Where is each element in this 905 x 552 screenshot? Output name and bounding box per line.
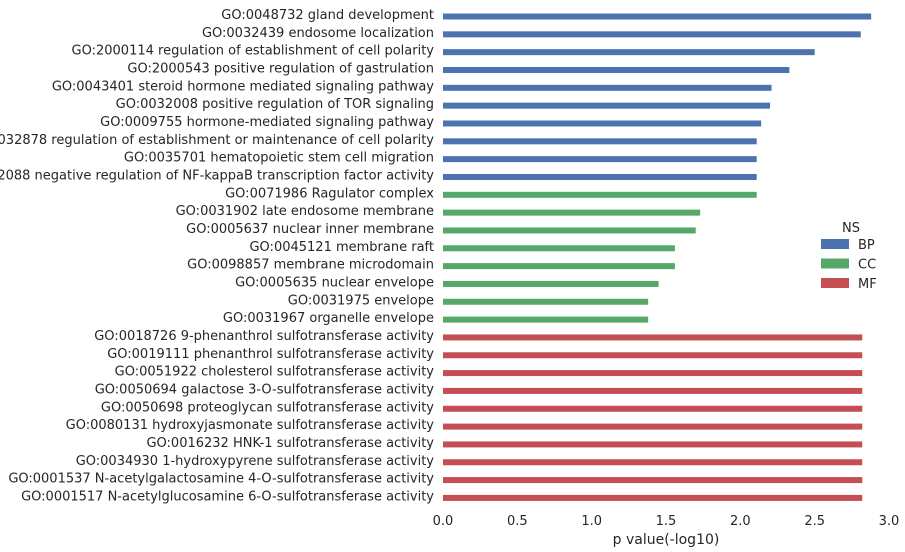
bar-go-0050694 bbox=[443, 387, 863, 394]
bar-go-0031967 bbox=[443, 316, 649, 323]
category-label: GO:0032088 negative regulation of NF-kap… bbox=[0, 168, 434, 183]
category-label: GO:0031967 organelle envelope bbox=[223, 311, 434, 326]
bar-go-0048732 bbox=[443, 13, 872, 20]
bar-go-2000114 bbox=[443, 49, 815, 56]
x-tick-label: 1.5 bbox=[656, 514, 677, 529]
category-label: GO:0048732 gland development bbox=[221, 8, 434, 23]
category-label: GO:0016232 HNK-1 sulfotransferase activi… bbox=[146, 436, 434, 451]
bars-layer bbox=[443, 13, 872, 501]
legend-title: NS bbox=[842, 221, 860, 236]
category-label: GO:2000543 positive regulation of gastru… bbox=[127, 61, 434, 76]
bar-go-0043401 bbox=[443, 84, 772, 91]
category-label: GO:0035701 hematopoietic stem cell migra… bbox=[124, 151, 434, 166]
bar-go-0045121 bbox=[443, 245, 675, 252]
category-label: GO:0018726 9-phenanthrol sulfotransferas… bbox=[94, 329, 434, 344]
x-tick-label: 0.0 bbox=[433, 514, 454, 529]
bar-go-0080131 bbox=[443, 423, 863, 430]
bar-go-0005635 bbox=[443, 280, 659, 287]
category-label: GO:0098857 membrane microdomain bbox=[187, 258, 434, 273]
category-label: GO:0043401 steroid hormone mediated sign… bbox=[52, 79, 434, 94]
category-label: GO:0034930 1-hydroxypyrene sulfotransfer… bbox=[76, 454, 435, 469]
bar-go-0032878 bbox=[443, 138, 757, 145]
x-tick-label: 2.0 bbox=[730, 514, 751, 529]
bar-go-0051922 bbox=[443, 370, 863, 377]
category-label: GO:0005635 nuclear envelope bbox=[235, 275, 434, 290]
category-label: GO:0001517 N-acetylglucosamine 6-O-sulfo… bbox=[21, 489, 434, 504]
bar-go-0019111 bbox=[443, 352, 863, 359]
category-label: GO:0071986 Ragulator complex bbox=[225, 186, 434, 201]
bar-go-0032088 bbox=[443, 173, 757, 180]
x-tick-label: 0.5 bbox=[507, 514, 528, 529]
category-label: GO:0032439 endosome localization bbox=[202, 26, 434, 41]
bar-go-0001537 bbox=[443, 477, 863, 484]
category-label: GO:0031975 envelope bbox=[288, 293, 434, 308]
x-tick-label: 3.0 bbox=[879, 514, 900, 529]
legend-swatch-bp bbox=[821, 239, 849, 249]
legend-swatch-mf bbox=[821, 278, 849, 288]
bar-go-0034930 bbox=[443, 459, 863, 466]
category-label: GO:0032008 positive regulation of TOR si… bbox=[116, 97, 434, 112]
bar-go-0032008 bbox=[443, 102, 771, 109]
category-label: GO:0050698 proteoglycan sulfotransferase… bbox=[101, 400, 434, 415]
category-labels-layer: GO:0048732 gland development GO:0032439 e… bbox=[0, 8, 434, 504]
legend: NS BP CC MF bbox=[821, 221, 877, 292]
bar-go-0032439 bbox=[443, 31, 861, 38]
bar-go-0005637 bbox=[443, 227, 696, 234]
bar-go-0031975 bbox=[443, 298, 649, 305]
bar-go-0016232 bbox=[443, 441, 863, 448]
legend-swatch-cc bbox=[821, 258, 849, 269]
category-label: GO:0005637 nuclear inner membrane bbox=[186, 222, 434, 237]
bar-go-0018726 bbox=[443, 334, 863, 341]
x-tick-label: 2.5 bbox=[804, 514, 825, 529]
legend-label-bp: BP bbox=[858, 238, 875, 253]
x-tick-label: 1.0 bbox=[581, 514, 602, 529]
category-label: GO:0080131 hydroxyjasmonate sulfotransfe… bbox=[66, 418, 435, 433]
category-label: GO:0045121 membrane raft bbox=[249, 240, 434, 255]
bar-go-0050698 bbox=[443, 405, 863, 412]
bar-go-0001517 bbox=[443, 494, 863, 501]
bar-go-0035701 bbox=[443, 156, 757, 163]
category-label: GO:0050694 galactose 3-O-sulfotransferas… bbox=[95, 382, 435, 397]
category-label: GO:0001537 N-acetylgalactosamine 4-O-sul… bbox=[8, 472, 434, 487]
legend-label-cc: CC bbox=[858, 258, 876, 273]
category-label: GO:2000114 regulation of establishment o… bbox=[72, 44, 435, 59]
category-label: GO:0019111 phenanthrol sulfotransferase … bbox=[107, 347, 434, 362]
bar-go-2000543 bbox=[443, 66, 790, 73]
bar-go-0009755 bbox=[443, 120, 762, 127]
bar-go-0031902 bbox=[443, 209, 701, 216]
category-label: GO:0031902 late endosome membrane bbox=[176, 204, 434, 219]
x-tick-labels-layer: 0.0 0.5 1.0 1.5 2.0 2.5 3.0 bbox=[433, 514, 900, 529]
category-label: GO:0051922 cholesterol sulfotransferase … bbox=[115, 365, 435, 380]
legend-label-mf: MF bbox=[858, 277, 877, 292]
category-label: GO:0032878 regulation of establishment o… bbox=[0, 133, 434, 148]
bar-go-0071986 bbox=[443, 191, 757, 198]
x-axis-title: p value(-log10) bbox=[613, 532, 720, 548]
bar-go-0098857 bbox=[443, 263, 675, 270]
category-label: GO:0009755 hormone-mediated signaling pa… bbox=[100, 115, 434, 130]
